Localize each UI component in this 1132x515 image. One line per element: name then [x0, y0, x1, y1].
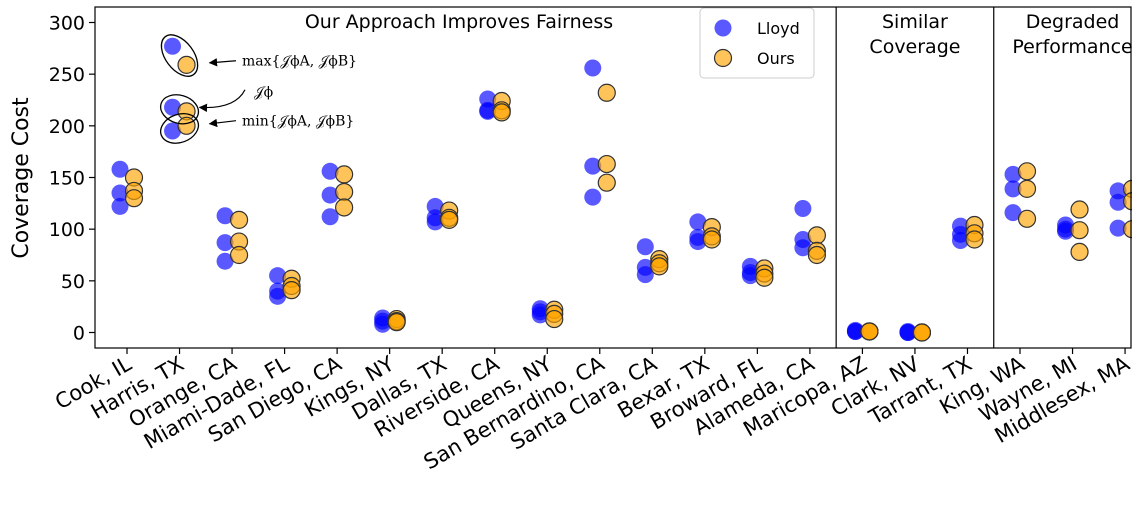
ours-point [1070, 221, 1089, 240]
lloyd-point [321, 162, 339, 180]
lloyd-point [584, 59, 602, 77]
ours-point [1017, 209, 1037, 228]
y-tick-label: 100 [49, 219, 85, 241]
lloyd-point [111, 160, 129, 178]
ours-point [545, 309, 564, 329]
ours-point [597, 83, 616, 102]
y-axis-label: Coverage Cost [9, 97, 34, 259]
legend-label-lloyd: Lloyd [757, 19, 800, 38]
ours-point [387, 313, 406, 332]
lloyd-point [321, 186, 339, 204]
lloyd-point [1109, 219, 1127, 237]
ours-point [1122, 192, 1132, 211]
y-tick-label: 250 [49, 64, 85, 86]
legend-marker-lloyd [714, 19, 732, 37]
lloyd-point [426, 213, 444, 231]
ours-point [177, 55, 196, 74]
lloyd-point [216, 252, 234, 270]
ours-point [807, 245, 826, 265]
lloyd-point [584, 188, 602, 206]
ours-point [440, 210, 459, 229]
lloyd-point [164, 37, 182, 55]
lloyd-point [479, 102, 497, 120]
ours-point [1017, 162, 1037, 181]
lloyd-point [1057, 222, 1075, 240]
y-tick-label: 150 [49, 168, 85, 190]
min-pair-ellipse [159, 113, 200, 144]
ours-point [229, 210, 249, 229]
ours-point [912, 323, 932, 342]
ours-point [1070, 200, 1089, 219]
lloyd-point [164, 122, 182, 140]
lloyd-point [951, 232, 969, 250]
y-tick-label: 300 [49, 13, 85, 35]
ours-point [807, 226, 826, 245]
ours-point [229, 245, 249, 265]
y-tick-label: 50 [61, 271, 85, 293]
ours-point [1017, 179, 1037, 198]
ours-point [335, 198, 354, 217]
ours-point [1122, 220, 1132, 239]
lloyd-point [1004, 165, 1022, 183]
section-title: Performance [1012, 36, 1132, 58]
lloyd-point [269, 287, 287, 305]
ours-point [860, 322, 879, 341]
lloyd-point [374, 315, 392, 333]
lloyd-point [1004, 204, 1022, 222]
ours-point [1070, 242, 1089, 261]
y-tick-label: 0 [73, 323, 85, 345]
lloyd-point [1004, 180, 1022, 198]
lloyd-point [741, 267, 759, 285]
section-title: Coverage [869, 36, 960, 58]
ours-point [177, 116, 196, 135]
annotation-label: 𝒥ϕ [254, 85, 273, 101]
lloyd-point [111, 184, 129, 202]
lloyd-point [321, 208, 339, 226]
ours-point [124, 189, 144, 208]
annotation-arrow [198, 89, 246, 112]
lloyd-point [584, 157, 602, 175]
annotation-arrow [208, 58, 237, 67]
lloyd-point [636, 238, 654, 256]
ours-point [650, 257, 669, 276]
annotation-arrow [208, 118, 237, 128]
lloyd-point [1109, 193, 1127, 211]
lloyd-point [794, 239, 812, 257]
lloyd-point [794, 200, 812, 217]
lloyd-point [899, 324, 917, 341]
lloyd-point [689, 233, 707, 251]
max-pair-ellipse [160, 34, 199, 77]
ours-point [335, 165, 354, 184]
ours-point [965, 230, 984, 249]
mid-pair-ellipse [159, 94, 200, 125]
lloyd-point [269, 267, 287, 285]
ours-point [597, 173, 616, 192]
lloyd-point [216, 207, 234, 225]
legend-marker-ours [713, 48, 733, 68]
legend-label-ours: Ours [757, 49, 795, 68]
lloyd-point [216, 234, 234, 252]
ours-point [755, 268, 774, 287]
lloyd-point [111, 197, 129, 215]
ours-point [335, 182, 354, 202]
y-tick-label: 200 [49, 116, 85, 138]
ours-point [492, 103, 511, 122]
lloyd-point [531, 306, 549, 324]
ours-point [702, 230, 721, 249]
ours-point [597, 154, 616, 174]
section-title: Similar [882, 11, 948, 33]
lloyd-point [689, 213, 707, 231]
lloyd-point [846, 322, 864, 340]
ours-point [282, 281, 301, 300]
annotation-label: min{𝒥ϕA, 𝒥ϕB} [242, 114, 354, 130]
lloyd-point [636, 266, 654, 284]
section-title: Our Approach Improves Fairness [305, 11, 613, 33]
annotation-label: max{𝒥ϕA, 𝒥ϕB} [242, 54, 357, 70]
lloyd-point [164, 98, 182, 116]
section-title: Degraded [1026, 11, 1120, 33]
